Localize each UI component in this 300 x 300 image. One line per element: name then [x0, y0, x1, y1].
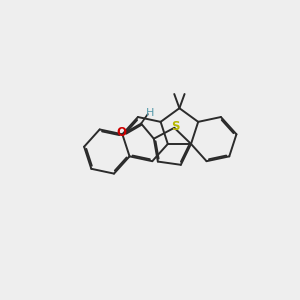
- Text: H: H: [146, 107, 154, 118]
- Text: O: O: [117, 125, 127, 139]
- Text: S: S: [171, 120, 179, 133]
